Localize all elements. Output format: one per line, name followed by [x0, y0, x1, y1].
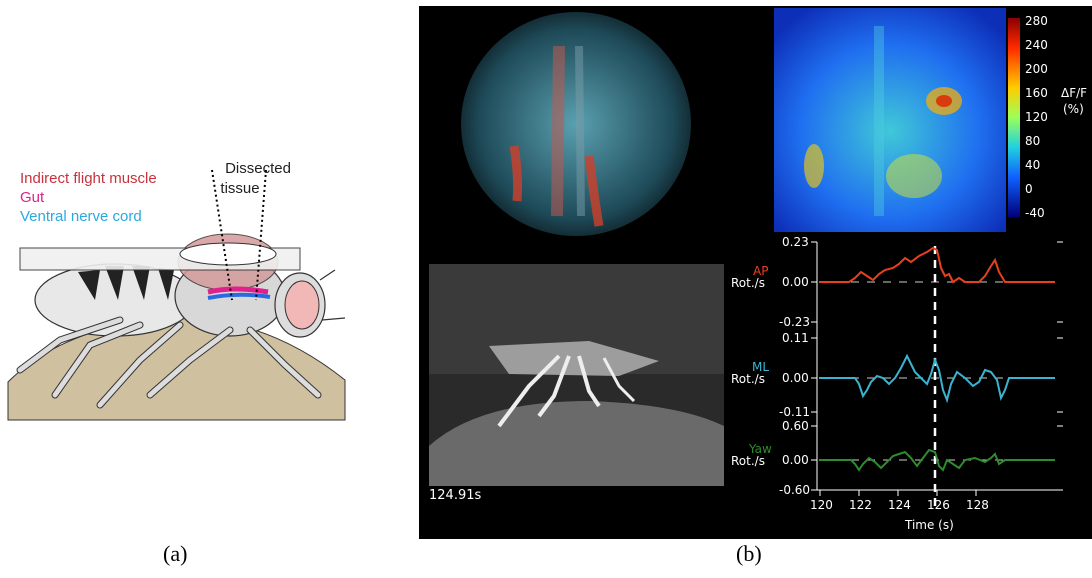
- tick-ml-top: 0.11: [782, 331, 809, 345]
- colorbar: [1008, 18, 1020, 217]
- legend-gut: Gut: [20, 189, 45, 206]
- tick-yaw-bottom: -0.60: [779, 483, 811, 497]
- tick-ap-bottom: -0.23: [779, 315, 811, 329]
- fluorescence-image: [461, 12, 691, 236]
- trace-ap: [819, 246, 1055, 284]
- colorbar-tick: 200: [1025, 62, 1048, 76]
- colorbar-tick: 80: [1025, 134, 1041, 148]
- colorbar-label-line1: ΔF/F: [1061, 86, 1088, 100]
- tick-ml-zero: 0.00: [782, 371, 809, 385]
- colorbar-label-line2: (%): [1063, 102, 1084, 116]
- fly-illustration: [7, 169, 346, 421]
- trace-yaw: [819, 448, 1055, 472]
- nerve-cord-region: [207, 292, 271, 300]
- x-tick: 124: [888, 498, 911, 512]
- delta-f-heatmap: [774, 8, 1006, 232]
- panel-a-fly-diagram: Dissected tissue Indirect flight muscle …: [0, 0, 410, 578]
- colorbar-tick: 120: [1025, 110, 1048, 124]
- trace-ml: [819, 353, 1055, 404]
- trace-label-yaw: Yaw: [749, 442, 772, 456]
- tick-yaw-zero: 0.00: [782, 453, 809, 467]
- colorbar-tick: 0: [1025, 182, 1033, 196]
- x-tick: 128: [966, 498, 989, 512]
- colorbar-tick: -40: [1025, 206, 1045, 220]
- tick-ap-zero: 0.00: [782, 275, 809, 289]
- tick-ml-bottom: -0.11: [779, 405, 811, 419]
- behavior-video-frame: [429, 264, 724, 486]
- legend-ventral-nerve-cord: Ventral nerve cord: [20, 208, 142, 225]
- trace-label-ap: AP: [753, 264, 769, 278]
- trace-unit-ml: Rot./s: [731, 372, 765, 386]
- x-tick: 120: [810, 498, 833, 512]
- tick-ap-top: 0.23: [782, 235, 809, 249]
- dissected-label-line1: Dissected: [225, 160, 291, 177]
- tick-yaw-top: 0.60: [782, 419, 809, 433]
- x-tick: 122: [849, 498, 872, 512]
- x-tick: 126: [927, 498, 950, 512]
- trace-unit-yaw: Rot./s: [731, 454, 765, 468]
- panel-b-imaging: 280 240 200 160 120 80 40 0 -40 ΔF/F (%)…: [419, 6, 1092, 539]
- panel-b-canvas: [429, 8, 1063, 506]
- colorbar-tick: 160: [1025, 86, 1048, 100]
- plate-window: [179, 242, 277, 266]
- trace-label-ml: ML: [752, 360, 770, 374]
- caption-a: (a): [163, 541, 188, 566]
- colorbar-tick: 240: [1025, 38, 1048, 52]
- legend-flight-muscle: Indirect flight muscle: [20, 170, 157, 187]
- colorbar-tick: 280: [1025, 14, 1048, 28]
- colorbar-ticks: 280 240 200 160 120 80 40 0 -40: [1025, 14, 1065, 224]
- video-timestamp: 124.91s: [429, 488, 482, 503]
- caption-b: (b): [736, 541, 762, 566]
- colorbar-tick: 40: [1025, 158, 1041, 172]
- gut-region: [207, 286, 269, 295]
- dissected-label-line2: tissue: [220, 180, 260, 197]
- trace-unit-ap: Rot./s: [731, 276, 765, 290]
- x-axis-label: Time (s): [905, 518, 954, 532]
- fly-eye: [284, 280, 320, 330]
